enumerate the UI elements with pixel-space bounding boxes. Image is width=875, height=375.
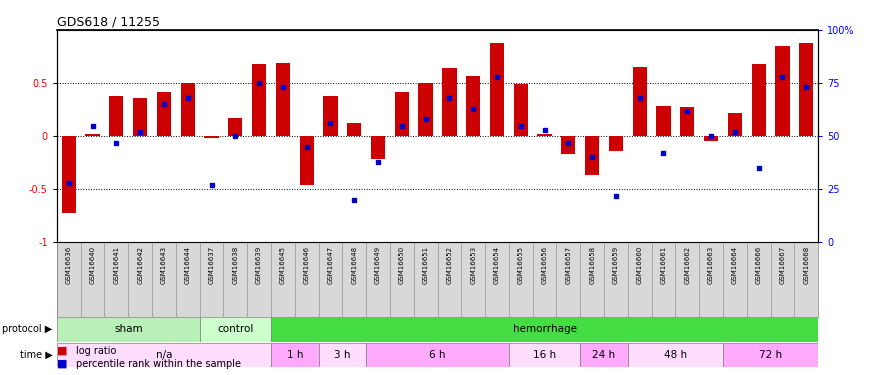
Text: GSM16650: GSM16650 [399,246,405,284]
Bar [561,136,576,154]
Text: GSM16639: GSM16639 [256,246,262,284]
Text: GSM16645: GSM16645 [280,246,286,284]
Bar [200,317,271,342]
Text: GSM16655: GSM16655 [518,246,524,284]
Text: 1 h: 1 h [286,350,303,360]
Text: 3 h: 3 h [334,350,351,360]
Text: GSM16660: GSM16660 [637,246,643,284]
Bar [57,317,200,342]
Text: GSM16662: GSM16662 [684,246,690,284]
Text: GSM16643: GSM16643 [161,246,167,284]
Bar [133,98,147,136]
Bar [585,136,599,176]
Text: GSM16637: GSM16637 [208,246,214,284]
Text: 72 h: 72 h [759,350,782,360]
Text: control: control [217,324,254,334]
Bar [609,136,623,151]
Text: GSM16642: GSM16642 [137,246,144,284]
Text: GSM16651: GSM16651 [423,246,429,284]
Bar [633,67,647,136]
Text: GSM16640: GSM16640 [89,246,95,284]
Bar [490,43,504,136]
Text: GSM16657: GSM16657 [565,246,571,284]
Text: GSM16646: GSM16646 [304,246,310,284]
Bar [723,342,818,367]
Text: GSM16638: GSM16638 [232,246,238,284]
Bar [628,342,723,367]
Text: 24 h: 24 h [592,350,616,360]
Bar [366,342,509,367]
Bar [509,342,580,367]
Bar [466,76,480,136]
Bar [704,136,718,141]
Text: GSM16653: GSM16653 [470,246,476,284]
Text: percentile rank within the sample: percentile rank within the sample [76,359,242,369]
Bar [276,63,290,136]
Text: GSM16661: GSM16661 [661,246,667,284]
Bar [228,118,242,136]
Text: 48 h: 48 h [664,350,687,360]
Text: GSM16658: GSM16658 [589,246,595,284]
Bar [418,83,433,136]
Bar [109,96,123,136]
Bar [537,134,552,136]
Bar [252,64,266,136]
Bar [395,92,409,136]
Text: GSM16659: GSM16659 [612,246,619,284]
Bar [580,342,628,367]
Text: GSM16668: GSM16668 [803,246,809,284]
Text: GSM16656: GSM16656 [542,246,548,284]
Text: GSM16663: GSM16663 [708,246,714,284]
Text: GSM16648: GSM16648 [351,246,357,284]
Bar [57,342,271,367]
Bar [799,43,814,136]
Text: GSM16664: GSM16664 [732,246,738,284]
Bar [514,84,528,136]
Bar [271,317,818,342]
Text: GSM16666: GSM16666 [756,246,761,284]
Text: protocol ▶: protocol ▶ [3,324,52,334]
Bar [680,108,695,136]
Bar [299,136,314,185]
Bar [324,96,338,136]
Bar [775,46,789,136]
Text: GSM16644: GSM16644 [185,246,191,284]
Text: time ▶: time ▶ [20,350,52,360]
Bar [347,123,361,136]
Text: GSM16641: GSM16641 [114,246,119,284]
Bar [656,106,670,136]
Bar [318,342,366,367]
Bar [371,136,385,159]
Text: GSM16636: GSM16636 [66,246,72,284]
Text: 16 h: 16 h [533,350,556,360]
Text: GSM16649: GSM16649 [375,246,381,284]
Bar [442,68,457,136]
Bar [752,64,766,136]
Text: sham: sham [114,324,143,334]
Bar [728,113,742,136]
Text: GSM16654: GSM16654 [494,246,500,284]
Text: GSM16652: GSM16652 [446,246,452,284]
Bar [157,92,172,136]
Text: ■: ■ [57,359,67,369]
Bar [86,134,100,136]
Text: n/a: n/a [156,350,172,360]
Bar [271,342,318,367]
Text: hemorrhage: hemorrhage [513,324,577,334]
Text: ■: ■ [57,346,67,355]
Bar [180,83,195,136]
Text: GSM16667: GSM16667 [780,246,786,284]
Text: 6 h: 6 h [430,350,445,360]
Text: log ratio: log ratio [76,346,116,355]
Bar [61,136,76,213]
Text: GDS618 / 11255: GDS618 / 11255 [57,16,160,29]
Bar [205,136,219,138]
Text: GSM16647: GSM16647 [327,246,333,284]
